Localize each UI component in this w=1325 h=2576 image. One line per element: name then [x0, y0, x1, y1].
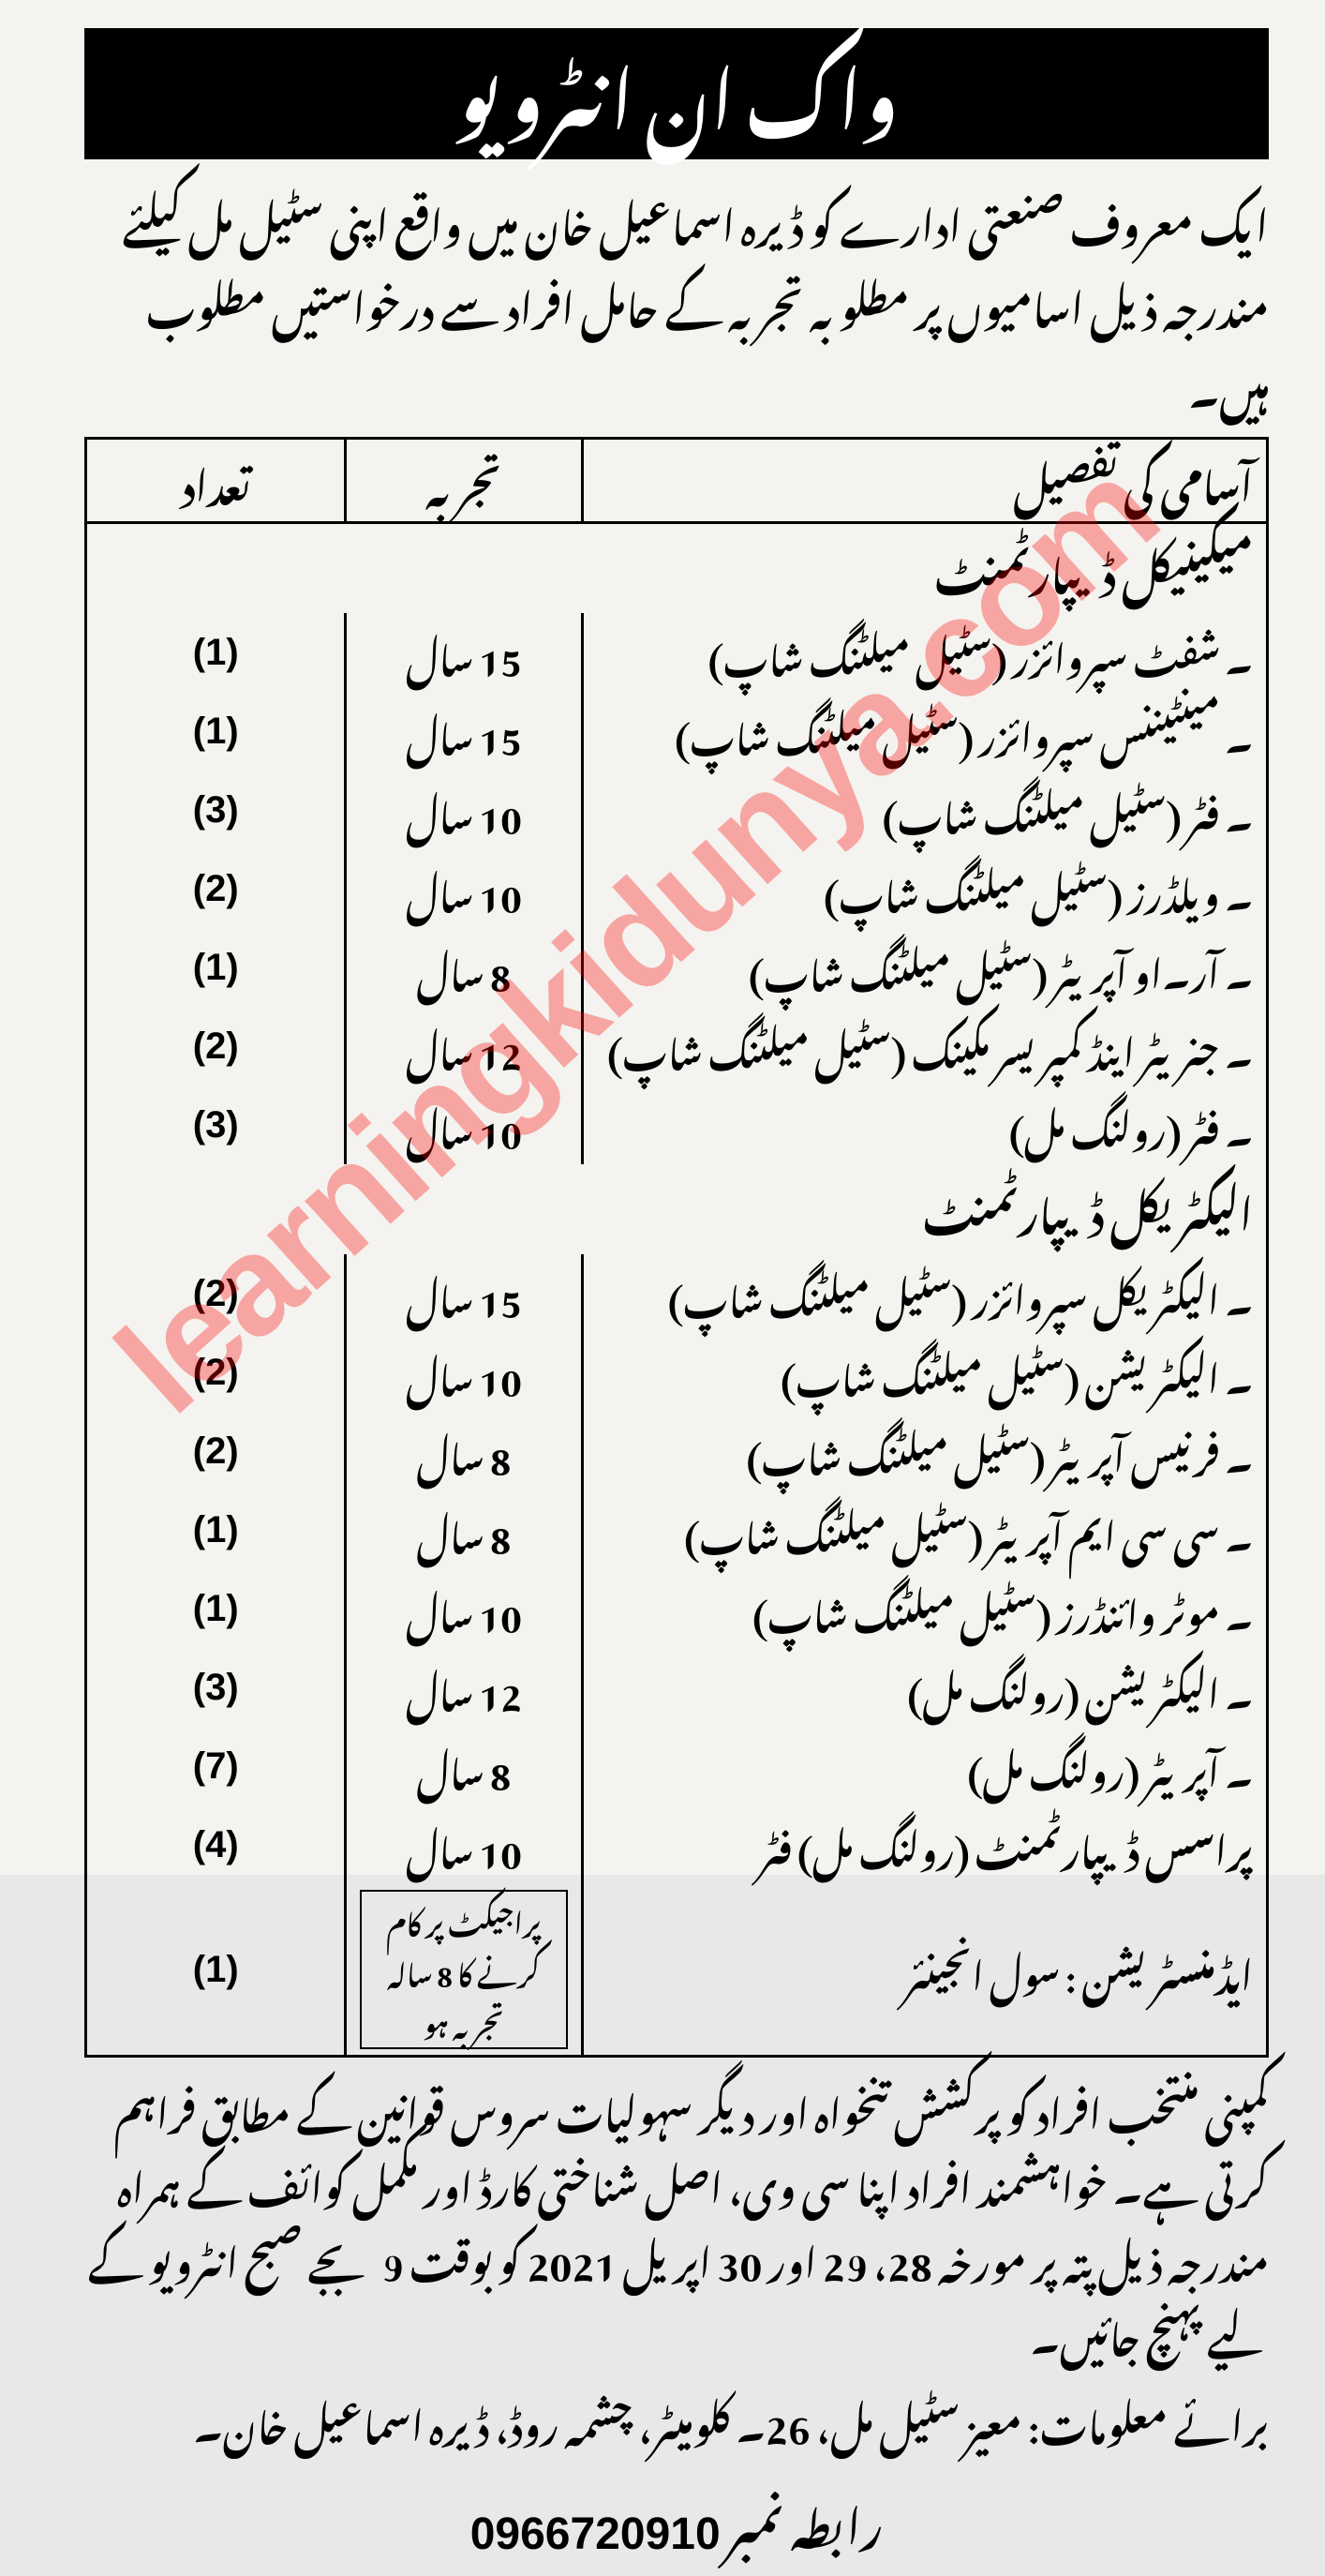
table-row: ۔ موٹر وائنڈرز (سٹیل میلٹنگ شاپ)10 سال(1… [86, 1569, 1268, 1648]
process-num: (4) [86, 1805, 346, 1884]
col-position: آسامی کی تفصیل [582, 439, 1267, 523]
position-cell: ۔ سی سی ایم آپریٹر (سٹیل میلٹنگ شاپ) [582, 1490, 1267, 1569]
table-row: ۔ فٹر (سٹیل میلٹنگ شاپ)10 سال(3) [86, 771, 1268, 849]
experience-cell: 10 سال [346, 1569, 582, 1648]
position-cell: ۔ فرنیس آپریٹر (سٹیل میلٹنگ شاپ) [582, 1412, 1267, 1490]
experience-cell: 8 سال [346, 1727, 582, 1805]
position-cell: ۔ شفٹ سپروائزر (سٹیل میلٹنگ شاپ) [582, 613, 1267, 692]
experience-cell: 15 سال [346, 613, 582, 692]
count-cell: (2) [86, 1333, 346, 1412]
admin-note-cell: پراجیکٹ پر کام کرنے کا 8 سالہ تجربہ ہو [346, 1884, 582, 2057]
table-row: ۔ شفٹ سپروائزر (سٹیل میلٹنگ شاپ)15 سال(1… [86, 613, 1268, 692]
col-count: تعداد [86, 439, 346, 523]
experience-cell: 10 سال [346, 849, 582, 928]
col-experience: تجربہ [346, 439, 582, 523]
table-row: ۔ ویلڈرز (سٹیل میلٹنگ شاپ)10 سال(2) [86, 849, 1268, 928]
table-row: ۔ الیکٹریکل سپروائزر (سٹیل میلٹنگ شاپ)15… [86, 1254, 1268, 1333]
table-row: ۔ آپریٹر (رولنگ مل)8 سال(7) [86, 1727, 1268, 1805]
experience-cell: 10 سال [346, 771, 582, 849]
phone-number: 0966720910 [470, 2509, 721, 2559]
count-cell: (1) [86, 1490, 346, 1569]
table-row: ۔ جنریٹر اینڈ کمپریسر مکینک (سٹیل میلٹنگ… [86, 1007, 1268, 1086]
table-row: ۔ سی سی ایم آپریٹر (سٹیل میلٹنگ شاپ)8 سا… [86, 1490, 1268, 1569]
positions-table: آسامی کی تفصیل تجربہ تعداد میکینیکل ڈیپا… [84, 437, 1269, 2058]
process-label: پراسس ڈیپارٹمنٹ [975, 1798, 1253, 1892]
position-cell: ۔ آر۔او آپریٹر (سٹیل میلٹنگ شاپ) [582, 928, 1267, 1007]
phone-label: رابطہ نمبر [727, 2464, 883, 2576]
position-cell: ۔ جنریٹر اینڈ کمپریسر مکینک (سٹیل میلٹنگ… [582, 1007, 1267, 1086]
experience-cell: 12 سال [346, 1007, 582, 1086]
admin-note: پراجیکٹ پر کام کرنے کا 8 سالہ تجربہ ہو [360, 1890, 567, 2049]
position-cell: ۔ الیکٹریکل سپروائزر (سٹیل میلٹنگ شاپ) [582, 1254, 1267, 1333]
experience-cell: 12 سال [346, 1648, 582, 1727]
count-cell: (3) [86, 771, 346, 849]
table-row: ۔ فٹر (رولنگ مل)10 سال(3) [86, 1086, 1268, 1164]
count-cell: (2) [86, 1254, 346, 1333]
admin-rest: : سول انجینئر [904, 1923, 1077, 2016]
footer-text-1: کمپنی منتخب افراد کو پرکشش تنخواہ اور دی… [84, 2071, 1269, 2370]
admin-num: (1) [86, 1884, 346, 2057]
page-title: واک ان انٹرویو [84, 28, 1269, 159]
process-dept-row: پراسس ڈیپارٹمنٹ (رولنگ مل) فٹر 10 سال (4… [86, 1805, 1268, 1884]
table-row: ۔ الیکٹریشن (رولنگ مل)12 سال(3) [86, 1648, 1268, 1727]
table-header-row: آسامی کی تفصیل تجربہ تعداد [86, 439, 1268, 523]
dept-electrical: الیکٹریکل ڈیپارٹمنٹ [86, 1164, 1268, 1253]
phone-line: رابطہ نمبر 0966720910 [84, 2464, 1269, 2576]
count-cell: (1) [86, 692, 346, 771]
dept-mechanical: میکینیکل ڈیپارٹمنٹ [86, 523, 1268, 614]
experience-cell: 8 سال [346, 928, 582, 1007]
count-cell: (2) [86, 849, 346, 928]
footer-text-2: برائے معلومات: معیز سٹیل مل، 26۔ کلومیٹر… [84, 2383, 1269, 2458]
admin-label: ایڈمنسٹریشن [1082, 1923, 1253, 2016]
count-cell: (1) [86, 613, 346, 692]
experience-cell: 10 سال [346, 1333, 582, 1412]
position-cell: ۔ فٹر (سٹیل میلٹنگ شاپ) [582, 771, 1267, 849]
position-cell: ۔ آپریٹر (رولنگ مل) [582, 1727, 1267, 1805]
count-cell: (2) [86, 1412, 346, 1490]
experience-cell: 10 سال [346, 1086, 582, 1164]
count-cell: (1) [86, 1569, 346, 1648]
count-cell: (1) [86, 928, 346, 1007]
table-row: ۔ آر۔او آپریٹر (سٹیل میلٹنگ شاپ)8 سال(1) [86, 928, 1268, 1007]
position-cell: ۔ مینٹیننس سپروائزر (سٹیل میلٹنگ شاپ) [582, 692, 1267, 771]
count-cell: (3) [86, 1086, 346, 1164]
position-cell: ۔ فٹر (رولنگ مل) [582, 1086, 1267, 1164]
process-rest: (رولنگ مل) فٹر [759, 1798, 969, 1892]
job-ad-page: واک ان انٹرویو ایک معروف صنعتی ادارے کو … [0, 0, 1325, 1875]
table-row: ۔ فرنیس آپریٹر (سٹیل میلٹنگ شاپ)8 سال(2) [86, 1412, 1268, 1490]
experience-cell: 8 سال [346, 1412, 582, 1490]
experience-cell: 8 سال [346, 1490, 582, 1569]
experience-cell: 15 سال [346, 692, 582, 771]
count-cell: (2) [86, 1007, 346, 1086]
position-cell: ۔ الیکٹریشن (سٹیل میلٹنگ شاپ) [582, 1333, 1267, 1412]
position-cell: ۔ الیکٹریشن (رولنگ مل) [582, 1648, 1267, 1727]
position-cell: ۔ موٹر وائنڈرز (سٹیل میلٹنگ شاپ) [582, 1569, 1267, 1648]
experience-cell: 15 سال [346, 1254, 582, 1333]
process-exp: 10 سال [346, 1805, 582, 1884]
admin-dept-row: ایڈمنسٹریشن : سول انجینئر پراجیکٹ پر کام… [86, 1884, 1268, 2057]
intro-text: ایک معروف صنعتی ادارے کو ڈیرہ اسماعیل خا… [84, 178, 1269, 426]
position-cell: ۔ ویلڈرز (سٹیل میلٹنگ شاپ) [582, 849, 1267, 928]
count-cell: (7) [86, 1727, 346, 1805]
table-row: ۔ مینٹیننس سپروائزر (سٹیل میلٹنگ شاپ)15 … [86, 692, 1268, 771]
count-cell: (3) [86, 1648, 346, 1727]
table-row: ۔ الیکٹریشن (سٹیل میلٹنگ شاپ)10 سال(2) [86, 1333, 1268, 1412]
